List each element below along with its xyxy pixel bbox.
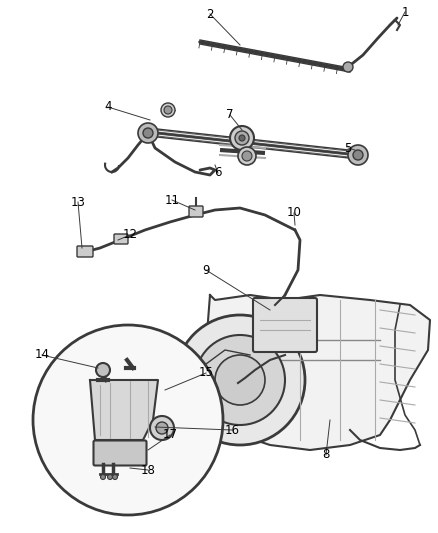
Text: 6: 6 [214,166,222,180]
Circle shape [348,145,368,165]
Text: 12: 12 [123,229,138,241]
FancyBboxPatch shape [114,234,128,244]
Circle shape [96,363,110,377]
Circle shape [143,128,153,138]
Polygon shape [200,295,430,450]
Circle shape [353,150,363,160]
Circle shape [343,62,353,72]
Circle shape [156,422,168,434]
FancyBboxPatch shape [77,246,93,257]
Text: 4: 4 [104,101,112,114]
Circle shape [161,103,175,117]
Circle shape [175,315,305,445]
FancyBboxPatch shape [189,206,203,217]
Circle shape [239,135,245,141]
Text: 13: 13 [71,196,85,208]
Circle shape [113,474,117,480]
Text: 11: 11 [165,193,180,206]
Circle shape [100,474,106,480]
Circle shape [33,325,223,515]
Circle shape [215,355,265,405]
FancyBboxPatch shape [93,440,146,465]
Circle shape [238,147,256,165]
Circle shape [242,151,252,161]
Circle shape [138,123,158,143]
FancyBboxPatch shape [253,298,317,352]
Circle shape [164,106,172,114]
Text: 17: 17 [162,429,177,441]
Circle shape [235,131,249,145]
Circle shape [150,416,174,440]
Text: 18: 18 [141,464,155,477]
Text: 16: 16 [225,424,240,437]
Text: 1: 1 [401,5,409,19]
Text: 8: 8 [322,448,330,462]
Text: 2: 2 [206,7,214,20]
Text: 15: 15 [198,367,213,379]
Text: 9: 9 [202,263,210,277]
Circle shape [230,126,254,150]
Circle shape [107,474,113,480]
Text: 10: 10 [286,206,301,220]
Polygon shape [90,380,158,440]
Text: 5: 5 [344,141,352,155]
Text: 14: 14 [35,349,49,361]
Circle shape [195,335,285,425]
Text: 7: 7 [226,109,234,122]
